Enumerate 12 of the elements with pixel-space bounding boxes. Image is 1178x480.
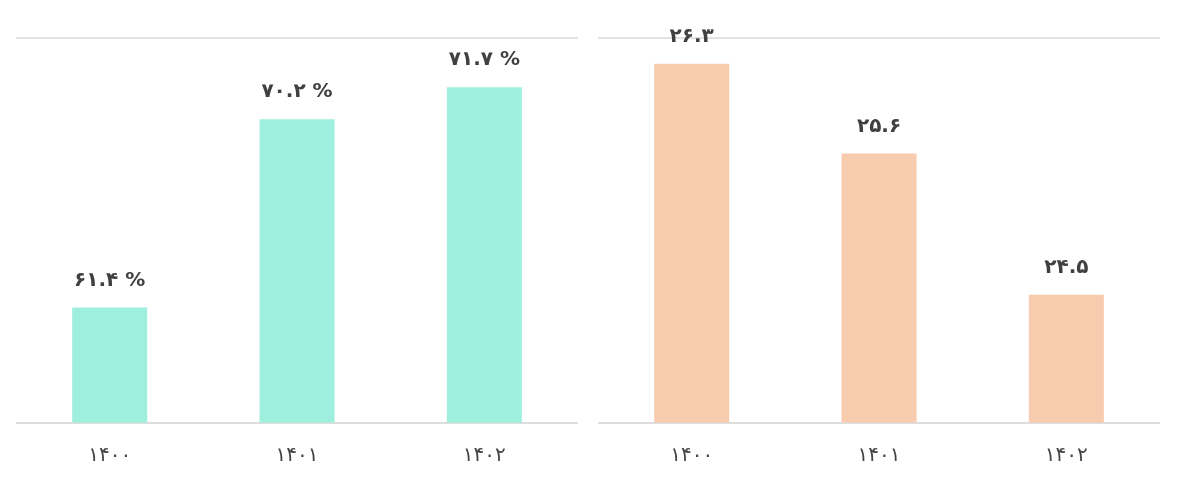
data-label: ۲۶.۳ [669,22,714,47]
x-tick-label: ۱۴۰۲ [1044,442,1088,467]
x-tick-label: ۱۴۰۱ [275,442,319,467]
data-label: ۷۰.۲ % [261,78,333,103]
x-tick-label: ۱۴۰۱ [857,442,901,467]
data-label: ۲۴.۵ [1044,253,1089,278]
x-tick-label: ۱۴۰۰ [670,442,714,467]
x-tick-label: ۱۴۰۲ [462,442,506,467]
data-label: ۷۱.۷ % [448,46,520,71]
data-label: ۶۱.۴ % [74,266,146,291]
data-label: ۲۵.۶ [856,112,902,137]
x-tick-label: ۱۴۰۰ [88,442,132,467]
